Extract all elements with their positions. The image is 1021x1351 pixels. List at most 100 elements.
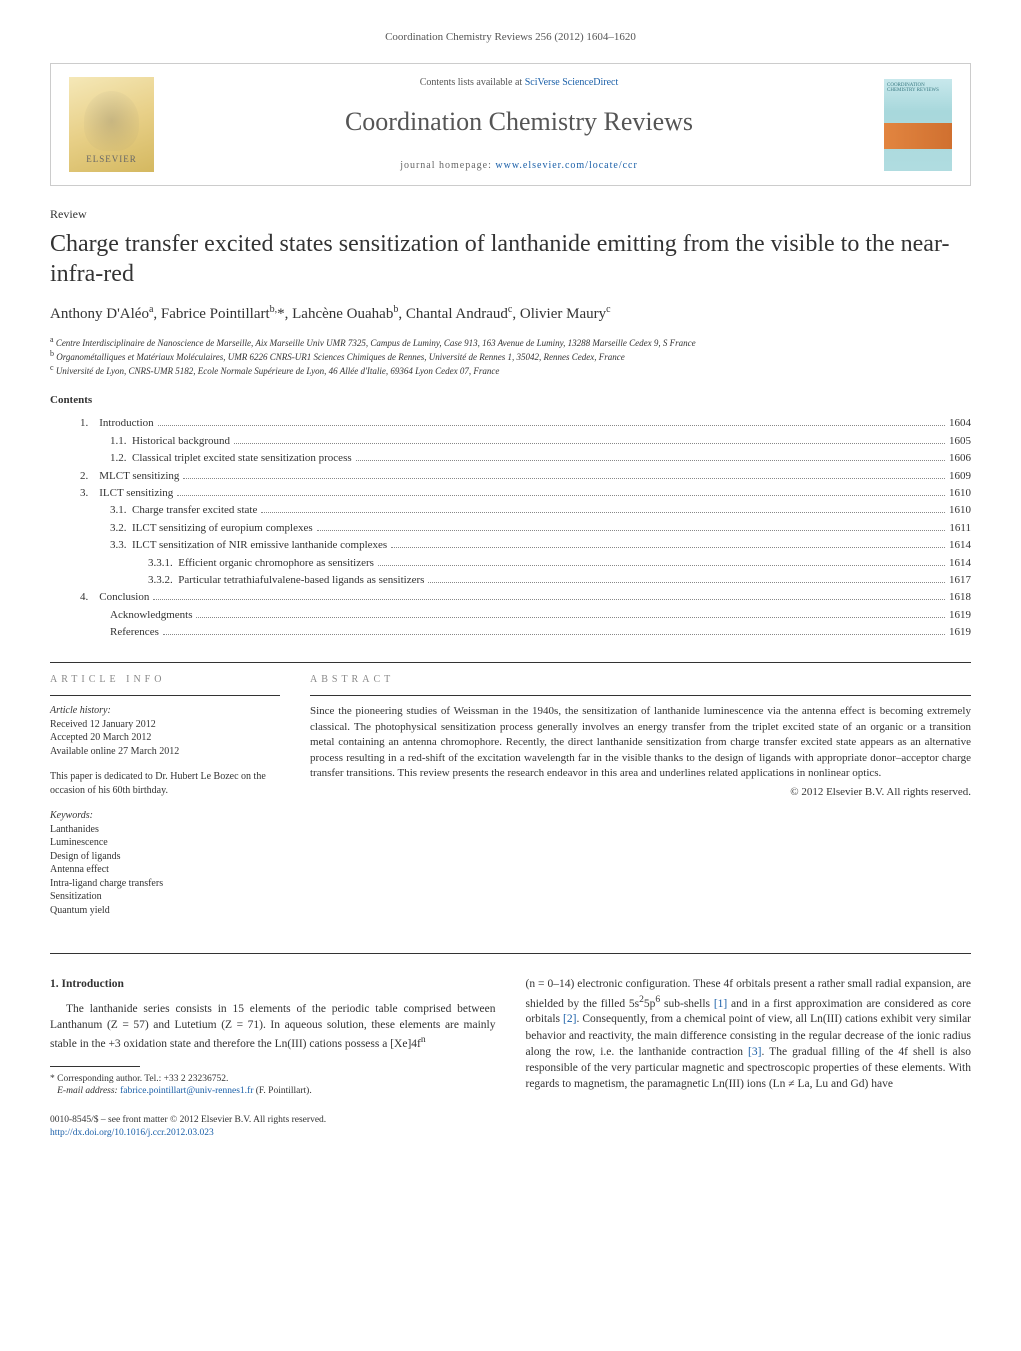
corr-label: Corresponding author. Tel.: +33 2 232367… bbox=[57, 1074, 228, 1084]
journal-homepage-link[interactable]: www.elsevier.com/locate/ccr bbox=[495, 160, 637, 171]
doi-value: 10.1016/j.ccr.2012.03.023 bbox=[114, 1128, 213, 1138]
toc-leader-dots bbox=[177, 495, 945, 496]
contents-available-line: Contents lists available at SciVerse Sci… bbox=[176, 76, 862, 90]
section-1-title: Introduction bbox=[62, 978, 124, 990]
journal-banner: ELSEVIER Contents lists available at Sci… bbox=[50, 63, 971, 185]
elsevier-label: ELSEVIER bbox=[86, 153, 137, 166]
toc-row: 3.2. ILCT sensitizing of europium comple… bbox=[80, 521, 971, 536]
toc-leader-dots bbox=[356, 460, 945, 461]
toc-label: Historical background bbox=[132, 434, 230, 449]
issn-line: 0010-8545/$ – see front matter © 2012 El… bbox=[50, 1114, 496, 1127]
keyword-item: Quantum yield bbox=[50, 904, 280, 918]
toc-num: 3.3. bbox=[110, 538, 132, 553]
toc-label: Charge transfer excited state bbox=[132, 503, 257, 518]
toc-row: 1. Introduction1604 bbox=[80, 416, 971, 431]
affiliation-b-text: Organométalliques et Matériaux Moléculai… bbox=[56, 352, 624, 362]
keyword-item: Lanthanides bbox=[50, 823, 280, 837]
toc-page: 1619 bbox=[949, 608, 971, 623]
toc-page: 1619 bbox=[949, 625, 971, 640]
toc-page: 1604 bbox=[949, 416, 971, 431]
table-of-contents: 1. Introduction16041.1. Historical backg… bbox=[50, 416, 971, 640]
bottom-meta: 0010-8545/$ – see front matter © 2012 El… bbox=[50, 1114, 496, 1140]
toc-num: 4. bbox=[80, 590, 99, 605]
toc-label: Particular tetrathiafulvalene-based liga… bbox=[178, 573, 424, 588]
contents-heading: Contents bbox=[50, 393, 971, 408]
cover-title: COORDINATION CHEMISTRY REVIEWS bbox=[887, 83, 949, 94]
abstract-column: abstract Since the pioneering studies of… bbox=[310, 663, 971, 929]
keyword-item: Luminescence bbox=[50, 836, 280, 850]
toc-leader-dots bbox=[163, 634, 945, 635]
intro-para-1: The lanthanide series consists in 15 ele… bbox=[50, 1001, 496, 1052]
toc-page: 1606 bbox=[949, 451, 971, 466]
toc-num: 3.3.1. bbox=[148, 556, 178, 571]
toc-num: 3. bbox=[80, 486, 99, 501]
toc-label: ILCT sensitization of NIR emissive lanth… bbox=[132, 538, 387, 553]
toc-label: ILCT sensitizing of europium complexes bbox=[132, 521, 313, 536]
doi-link[interactable]: http://dx.doi.org/10.1016/j.ccr.2012.03.… bbox=[50, 1128, 214, 1138]
ref-1-link[interactable]: [1] bbox=[714, 997, 727, 1009]
toc-label: Introduction bbox=[99, 416, 153, 431]
info-abstract-row: article info Article history: Received 1… bbox=[50, 662, 971, 929]
footnotes: * Corresponding author. Tel.: +33 2 2323… bbox=[50, 1073, 496, 1099]
doi-prefix: http://dx.doi.org/ bbox=[50, 1128, 114, 1138]
toc-page: 1618 bbox=[949, 590, 971, 605]
ref-2-link[interactable]: [2] bbox=[563, 1013, 576, 1025]
toc-row: 3.3. ILCT sensitization of NIR emissive … bbox=[80, 538, 971, 553]
divider-rule bbox=[50, 953, 971, 954]
toc-page: 1610 bbox=[949, 503, 971, 518]
footnote-separator bbox=[50, 1066, 140, 1067]
dedication: This paper is dedicated to Dr. Hubert Le… bbox=[50, 770, 280, 797]
banner-center: Contents lists available at SciVerse Sci… bbox=[176, 76, 862, 172]
toc-row: 3.1. Charge transfer excited state 1610 bbox=[80, 503, 971, 518]
article-info-heading: article info bbox=[50, 663, 280, 696]
toc-row: 3.3.1. Efficient organic chromophore as … bbox=[80, 556, 971, 571]
toc-leader-dots bbox=[234, 443, 945, 444]
keywords-block: Keywords: LanthanidesLuminescenceDesign … bbox=[50, 809, 280, 917]
toc-page: 1617 bbox=[949, 573, 971, 588]
affiliation-b: b Organométalliques et Matériaux Molécul… bbox=[50, 349, 971, 363]
affiliation-c-text: Université de Lyon, CNRS-UMR 5182, Ecole… bbox=[56, 366, 500, 376]
affiliation-c: c Université de Lyon, CNRS-UMR 5182, Eco… bbox=[50, 363, 971, 377]
toc-row: 3. ILCT sensitizing 1610 bbox=[80, 486, 971, 501]
intro-para-2: (n = 0–14) electronic configuration. The… bbox=[526, 976, 972, 1091]
abstract-copyright: © 2012 Elsevier B.V. All rights reserved… bbox=[310, 785, 971, 800]
article-history: Article history: Received 12 January 201… bbox=[50, 704, 280, 758]
keyword-item: Design of ligands bbox=[50, 850, 280, 864]
abstract-text: Since the pioneering studies of Weissman… bbox=[310, 704, 971, 781]
journal-homepage-line: journal homepage: www.elsevier.com/locat… bbox=[176, 159, 862, 173]
keywords-label: Keywords: bbox=[50, 809, 280, 823]
elsevier-logo: ELSEVIER bbox=[69, 77, 154, 172]
toc-label: ILCT sensitizing bbox=[99, 486, 173, 501]
toc-label: References bbox=[110, 625, 159, 640]
corr-email-link[interactable]: fabrice.pointillart@univ-rennes1.fr bbox=[120, 1086, 253, 1096]
p2b: 5p bbox=[644, 997, 656, 1009]
toc-num: 3.1. bbox=[110, 503, 132, 518]
contents-prefix: Contents lists available at bbox=[420, 77, 525, 88]
toc-num: 2. bbox=[80, 469, 99, 484]
toc-page: 1610 bbox=[949, 486, 971, 501]
author-list: Anthony D'Aléoa, Fabrice Pointillartb,*,… bbox=[50, 303, 971, 325]
article-info-column: article info Article history: Received 1… bbox=[50, 663, 280, 929]
toc-row: 4. Conclusion1618 bbox=[80, 590, 971, 605]
sciencedirect-link[interactable]: SciVerse ScienceDirect bbox=[525, 77, 619, 88]
toc-row: 1.1. Historical background1605 bbox=[80, 434, 971, 449]
toc-row: References 1619 bbox=[80, 625, 971, 640]
toc-page: 1611 bbox=[949, 521, 971, 536]
doi-line: http://dx.doi.org/10.1016/j.ccr.2012.03.… bbox=[50, 1127, 496, 1140]
toc-row: 1.2. Classical triplet excited state sen… bbox=[80, 451, 971, 466]
toc-leader-dots bbox=[428, 582, 945, 583]
section-1-heading: 1. Introduction bbox=[50, 976, 496, 992]
corresponding-author: * Corresponding author. Tel.: +33 2 2323… bbox=[50, 1073, 496, 1086]
toc-label: Acknowledgments bbox=[110, 608, 192, 623]
toc-leader-dots bbox=[183, 478, 945, 479]
keyword-item: Sensitization bbox=[50, 890, 280, 904]
history-label: Article history: bbox=[50, 704, 280, 718]
header-citation: Coordination Chemistry Reviews 256 (2012… bbox=[50, 30, 971, 45]
elsevier-tree-icon bbox=[84, 91, 139, 151]
article-title: Charge transfer excited states sensitiza… bbox=[50, 229, 971, 289]
history-accepted: Accepted 20 March 2012 bbox=[50, 731, 280, 745]
toc-num: 1.1. bbox=[110, 434, 132, 449]
toc-page: 1614 bbox=[949, 538, 971, 553]
toc-num: 3.3.2. bbox=[148, 573, 178, 588]
ref-3-link[interactable]: [3] bbox=[748, 1046, 761, 1058]
